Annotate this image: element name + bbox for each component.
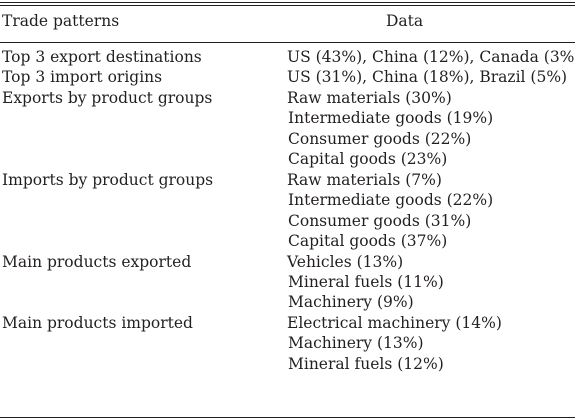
row-value: Consumer goods (22%) <box>288 129 472 148</box>
table-top-rule <box>0 2 575 3</box>
row-value: US (43%), China (12%), Canada (3%) <box>287 48 575 66</box>
header-rule <box>0 42 575 43</box>
row-label: Top 3 import origins <box>2 68 163 87</box>
table-top-rule-double <box>0 5 575 6</box>
row-value: Vehicles (13%) <box>287 252 404 271</box>
row-value: Capital goods (37%) <box>288 232 448 251</box>
row-value: Consumer goods (31%) <box>288 211 472 230</box>
row-value: US (31%), China (18%), Brazil (5%) <box>287 68 568 87</box>
row-value: Mineral fuels (11%) <box>288 272 444 291</box>
row-label: Top 3 export destinations <box>2 48 202 66</box>
row-value: Machinery (13%) <box>288 334 424 353</box>
row-value: Capital goods (23%) <box>288 150 448 169</box>
row-label: Main products exported <box>2 252 192 271</box>
table-bottom-rule <box>0 417 575 418</box>
row-value: Machinery (9%) <box>288 293 414 312</box>
row-value: Raw materials (30%) <box>287 88 452 107</box>
column-header-data: Data <box>386 12 424 30</box>
row-label: Main products imported <box>2 313 193 332</box>
row-label: Exports by product groups <box>2 88 213 107</box>
row-value: Intermediate goods (22%) <box>288 191 494 210</box>
row-value: Electrical machinery (14%) <box>287 313 502 332</box>
row-value: Intermediate goods (19%) <box>288 109 494 128</box>
column-header-trade-patterns: Trade patterns <box>2 12 120 30</box>
row-value: Raw materials (7%) <box>287 170 442 189</box>
row-value: Mineral fuels (12%) <box>288 354 444 373</box>
row-label: Imports by product groups <box>2 170 214 189</box>
